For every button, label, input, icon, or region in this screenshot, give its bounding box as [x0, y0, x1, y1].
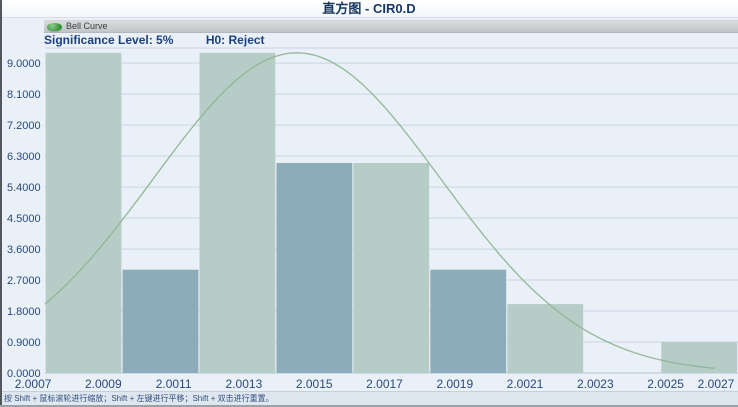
- title-bar: 直方图 - CIR0.D: [0, 0, 738, 18]
- x-axis-label: 2.0017: [366, 377, 403, 391]
- bell-curve-line: [44, 52, 715, 369]
- y-axis-label: 2.7000: [7, 275, 41, 287]
- histogram-bar[interactable]: [507, 304, 584, 373]
- legend-item-bell-curve[interactable]: Bell Curve: [44, 21, 108, 32]
- y-axis-label: 0.0000: [7, 368, 41, 380]
- y-axis-label: 3.6000: [7, 244, 41, 256]
- y-axis-label: 5.4000: [7, 182, 41, 194]
- histogram-bar[interactable]: [122, 269, 199, 373]
- x-axis-label: 2.0009: [85, 377, 122, 391]
- histogram-bar[interactable]: [353, 163, 430, 373]
- legend-bar: Bell Curve: [44, 20, 738, 33]
- histogram-bar[interactable]: [430, 269, 507, 373]
- y-axis-label: 7.2000: [7, 120, 41, 132]
- x-axis-label: 2.0025: [647, 377, 684, 391]
- h0-result-text: H0: Reject: [205, 33, 265, 47]
- window-border-bottom: [0, 405, 738, 407]
- x-axis-label: 2.0013: [226, 377, 263, 391]
- bell-curve-icon: [47, 22, 62, 31]
- chart-title: 直方图 - CIR0.D: [322, 1, 416, 16]
- histogram-bar[interactable]: [276, 163, 353, 373]
- status-bar-hint: 按 Shift + 鼠标滚轮进行缩放；Shift + 左键进行平移；Shift …: [4, 394, 274, 403]
- y-axis-label: 4.5000: [7, 213, 41, 225]
- y-axis-label: 8.1000: [7, 89, 41, 101]
- significance-annotation: Significance Level: 5% H0: Reject: [44, 31, 265, 49]
- histogram-bar[interactable]: [199, 52, 276, 374]
- x-axis-label: 2.0021: [507, 377, 544, 391]
- y-axis-label: 6.3000: [7, 151, 41, 163]
- significance-level-text: Significance Level: 5%: [44, 33, 174, 47]
- x-axis-label: 2.0019: [436, 377, 473, 391]
- x-axis-label: 2.0011: [156, 377, 192, 391]
- y-axis-label: 1.8000: [7, 306, 41, 318]
- legend-item-label: Bell Curve: [66, 21, 108, 31]
- histogram-bar[interactable]: [45, 52, 122, 374]
- x-axis-label: 2.0023: [577, 377, 614, 391]
- window-border-left: [0, 0, 2, 407]
- histogram-bar[interactable]: [661, 342, 738, 373]
- y-axis-label: 0.9000: [7, 337, 41, 349]
- y-axis-label: 9.0000: [7, 58, 41, 70]
- status-bar: 按 Shift + 鼠标滚轮进行缩放；Shift + 左键进行平移；Shift …: [2, 391, 738, 405]
- x-axis-label: 2.0015: [296, 377, 333, 391]
- x-axis-label: 2.0027: [698, 377, 735, 391]
- x-axis-label: 2.0007: [15, 377, 52, 391]
